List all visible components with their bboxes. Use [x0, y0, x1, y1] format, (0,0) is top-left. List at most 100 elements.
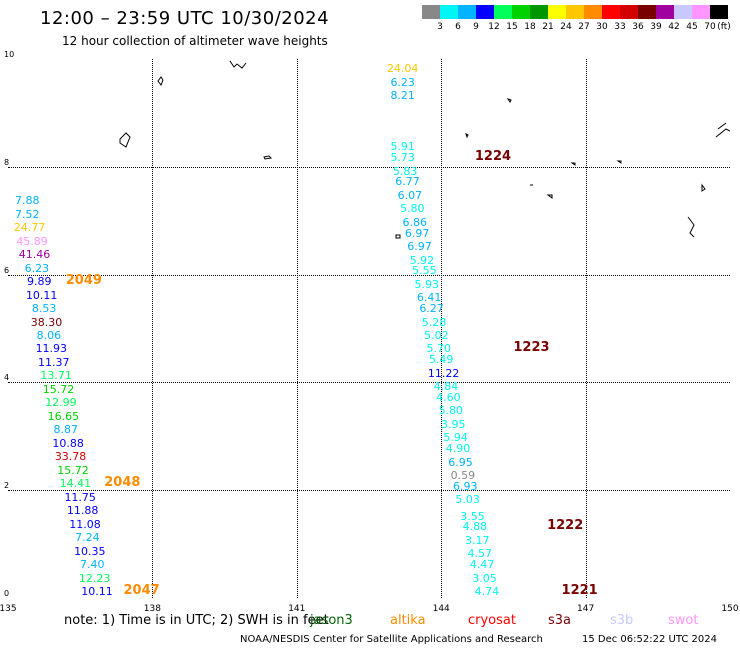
- wave-height-label: 4.90: [445, 442, 471, 456]
- wave-height-label: 6.23: [24, 261, 50, 275]
- orbit-number-label: 2048: [104, 475, 141, 491]
- orbit-number-label: 1224: [474, 149, 512, 165]
- color-swatch: [602, 5, 620, 19]
- wave-height-label: 0.59: [450, 469, 476, 483]
- wave-height-label: 4.60: [436, 390, 461, 404]
- y-tick-label: 8: [4, 157, 10, 167]
- color-scale-tick-label: 39: [650, 22, 662, 32]
- island-outline: [157, 76, 164, 87]
- grid-line: [296, 59, 298, 598]
- wave-height-label: 5.92: [409, 253, 435, 267]
- color-scale-tick-label: 21: [542, 22, 554, 32]
- wave-height-label: 15.72: [57, 463, 89, 477]
- color-swatch: [692, 5, 710, 19]
- color-swatch: [638, 5, 656, 19]
- wave-height-label: 4.84: [433, 380, 459, 394]
- wave-height-label: 5.80: [400, 202, 425, 216]
- color-swatch: [656, 5, 674, 19]
- grid-line: [8, 382, 730, 384]
- wave-height-label: 10.88: [52, 436, 84, 450]
- island-outline: [119, 132, 131, 148]
- color-scale-tick-label: 18: [524, 22, 536, 32]
- wave-height-label: 14.41: [59, 477, 92, 491]
- island-outline: [616, 160, 622, 164]
- wave-height-label: 6.93: [453, 479, 478, 493]
- color-scale-tick-label: 45: [686, 22, 698, 32]
- footnote: note: 1) Time is in UTC; 2) SWH is in fe…: [64, 613, 329, 628]
- wave-height-label: 11.08: [69, 517, 101, 531]
- color-scale-tick-label: 33: [614, 22, 626, 32]
- x-tick-label: 138: [143, 604, 161, 614]
- wave-height-label: 11.93: [35, 342, 68, 356]
- satellite-swot-label: swot: [668, 613, 699, 628]
- color-swatch: [620, 5, 638, 19]
- island-outline: [263, 155, 273, 160]
- wave-height-label: 6.97: [404, 226, 430, 240]
- wave-height-label: 12.99: [45, 396, 77, 410]
- y-tick-label: 10: [4, 50, 15, 59]
- orbit-number-label: 2049: [65, 273, 102, 289]
- color-swatch: [458, 5, 476, 19]
- color-swatch: [476, 5, 494, 19]
- wave-height-label: 10.11: [81, 585, 113, 598]
- wave-height-label: 5.03: [455, 493, 480, 507]
- wave-height-label: 7.88: [15, 194, 40, 208]
- color-scale-tick-label: 27: [578, 22, 590, 32]
- color-scale-tick-label: 12: [488, 22, 500, 32]
- orbit-number-label: 1223: [513, 340, 550, 356]
- island-outline: [701, 183, 706, 192]
- wave-height-label: 5.02: [424, 328, 449, 342]
- wave-height-label: 15.72: [42, 382, 75, 396]
- orbit-number-label: 1222: [547, 518, 584, 534]
- x-tick-label: 150: [721, 604, 739, 614]
- wave-height-label: 7.24: [75, 531, 100, 545]
- wave-height-label: 5.80: [438, 404, 464, 418]
- island-outline: [465, 133, 469, 139]
- color-swatch: [512, 5, 530, 19]
- island-outline: [395, 234, 401, 239]
- wave-height-label: 6.77: [395, 175, 420, 189]
- color-scale-tick-label: 30: [596, 22, 608, 32]
- wave-height-label: 6.86: [402, 215, 427, 229]
- wave-height-label: 3.05: [472, 571, 497, 585]
- color-swatch: [710, 5, 728, 19]
- island-outline: [229, 60, 247, 69]
- satellite-s3a-label: s3a: [548, 613, 572, 628]
- wave-height-label: 24.04: [386, 62, 419, 76]
- island-outline: [570, 162, 576, 166]
- wave-height-label: 8.87: [53, 423, 79, 437]
- wave-height-label: 11.37: [37, 355, 70, 369]
- wave-height-label: 7.40: [79, 558, 105, 572]
- wave-height-label: 5.93: [414, 277, 440, 291]
- wave-height-label: 6.07: [397, 188, 423, 202]
- color-swatch: [566, 5, 584, 19]
- color-swatch: [674, 5, 692, 19]
- wave-height-label: 4.57: [467, 547, 492, 561]
- grid-line: [441, 59, 443, 598]
- color-scale-tick-label: 9: [473, 22, 479, 32]
- wave-height-label: 5.55: [412, 264, 437, 278]
- map-plot-area: 24.04 6.23 8.21 5.91 5.73 5.83 6.77 6.07 5.80 6.8…: [8, 59, 730, 598]
- color-scale-tick-label: 42: [668, 22, 680, 32]
- x-tick-label: 144: [432, 604, 450, 614]
- wave-height-label: 5.94: [443, 431, 468, 445]
- color-scale-tick-label: 6: [455, 22, 461, 32]
- wave-height-label: 6.27: [419, 302, 444, 316]
- wave-height-label: 4.88: [462, 520, 488, 534]
- wave-height-label: 5.83: [392, 164, 418, 178]
- wave-height-label: 6.97: [407, 240, 432, 254]
- footer-credit: NOAA/NESDIS Center for Satellite Applica…: [240, 634, 543, 645]
- y-tick-label: 2: [4, 481, 10, 491]
- wave-height-label: 5.73: [390, 151, 415, 165]
- wave-height-label: 6.23: [390, 75, 415, 89]
- color-scale-tick-label: 24: [560, 22, 572, 32]
- satellite-s3b-label: s3b: [610, 613, 634, 628]
- wave-height-label: 10.35: [74, 544, 106, 558]
- wave-height-label: 10.11: [25, 288, 58, 302]
- wave-height-label: 16.65: [47, 409, 80, 423]
- color-swatch: [440, 5, 458, 19]
- wave-height-label: 5.28: [421, 315, 447, 329]
- satellite-altika-label: altika: [390, 613, 426, 628]
- wave-height-label: 4.74: [474, 585, 500, 598]
- island-outline: [546, 194, 553, 199]
